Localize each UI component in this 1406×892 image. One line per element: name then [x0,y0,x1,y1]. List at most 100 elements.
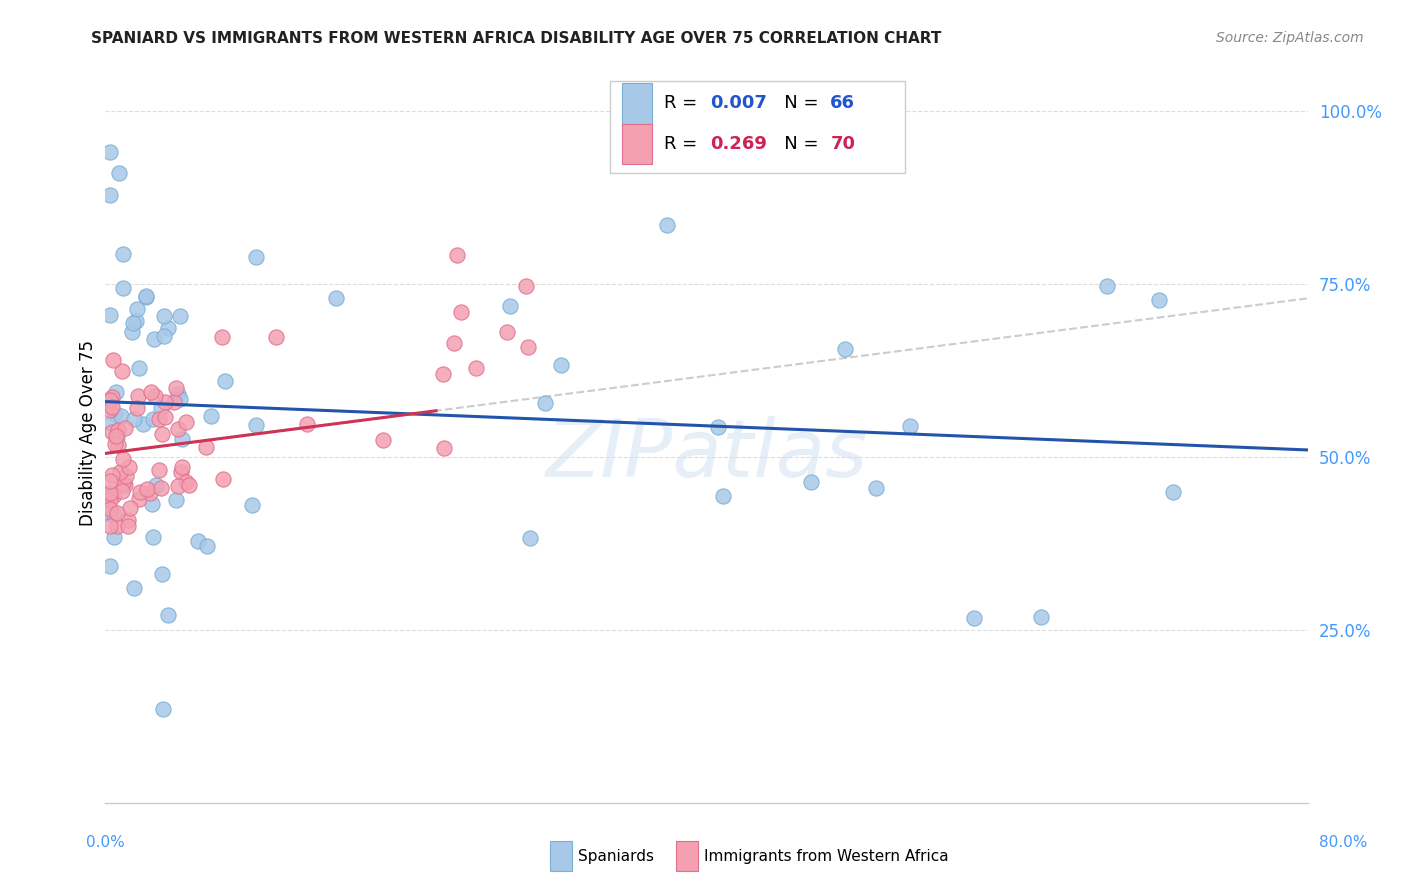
Point [107,423,129,437]
Point [214,374,236,388]
Text: 0.269: 0.269 [710,135,768,153]
Point [450,305,472,319]
Point [111,247,134,261]
Point [515,278,537,293]
Point [104,437,127,451]
Point [865,481,887,495]
Point [165,492,187,507]
Point [443,336,465,351]
Point [166,478,188,492]
Point [111,363,134,377]
Point [101,352,124,367]
FancyBboxPatch shape [610,81,905,173]
Point [98,474,121,488]
Point [112,451,135,466]
Point [125,301,148,316]
Point [125,313,148,327]
Point [128,491,150,506]
Point [98,506,121,520]
Point [174,415,197,429]
Bar [623,123,652,164]
Point [98,188,121,202]
Point [132,417,155,431]
Point [111,475,134,490]
Point [167,387,190,401]
Point [103,530,125,544]
Point [105,429,128,443]
Text: N =: N = [766,95,824,112]
Point [533,396,555,410]
Point [499,300,522,314]
Point [195,440,218,454]
Point [516,340,538,354]
Point [118,500,141,515]
Point [100,467,122,482]
Point [187,534,209,549]
Point [145,478,167,492]
Point [153,395,176,409]
Point [98,392,121,407]
Point [122,316,145,330]
Point [110,409,132,423]
Point [105,506,128,520]
Point [150,482,173,496]
Point [245,418,267,433]
Point [834,343,856,357]
Point [150,401,173,415]
Point [153,329,176,343]
Point [195,540,218,554]
Point [148,412,170,426]
Point [465,361,488,376]
Point [139,486,162,500]
Text: 80.0%: 80.0% [1319,836,1367,850]
Point [142,530,165,544]
Point [169,309,191,323]
Point [104,407,127,421]
Point [103,508,125,523]
Text: Source: ZipAtlas.com: Source: ZipAtlas.com [1216,31,1364,45]
Point [655,219,678,233]
Point [707,419,730,434]
Y-axis label: Disability Age Over 75: Disability Age Over 75 [79,340,97,525]
Point [898,419,921,434]
Point [153,409,176,424]
Bar [623,83,652,123]
Point [129,484,152,499]
Point [141,496,163,510]
Point [153,310,176,324]
Point [432,367,454,381]
Point [174,475,197,489]
Point [1147,293,1170,307]
Point [98,145,121,159]
Point [142,332,165,346]
Text: N =: N = [766,135,824,153]
Text: 0.007: 0.007 [710,95,768,112]
Text: 70: 70 [831,135,855,153]
Point [550,359,572,373]
Point [519,531,541,545]
Point [105,519,128,533]
Point [148,463,170,477]
Point [112,281,135,295]
Point [170,460,193,475]
Point [150,427,173,442]
Text: 0.0%: 0.0% [86,836,125,850]
Point [98,403,121,417]
Text: ZIPatlas: ZIPatlas [546,416,868,494]
Point [264,330,287,344]
Point [111,484,134,499]
Point [117,519,139,533]
Point [240,498,263,512]
Point [98,485,121,500]
Point [711,489,734,503]
Point [114,469,136,483]
Point [101,425,124,439]
Point [211,330,233,344]
Text: R =: R = [665,135,703,153]
Point [166,421,188,435]
Point [114,421,136,435]
Point [156,320,179,334]
Text: R =: R = [665,95,703,112]
Point [122,411,145,425]
Point [1031,610,1053,624]
